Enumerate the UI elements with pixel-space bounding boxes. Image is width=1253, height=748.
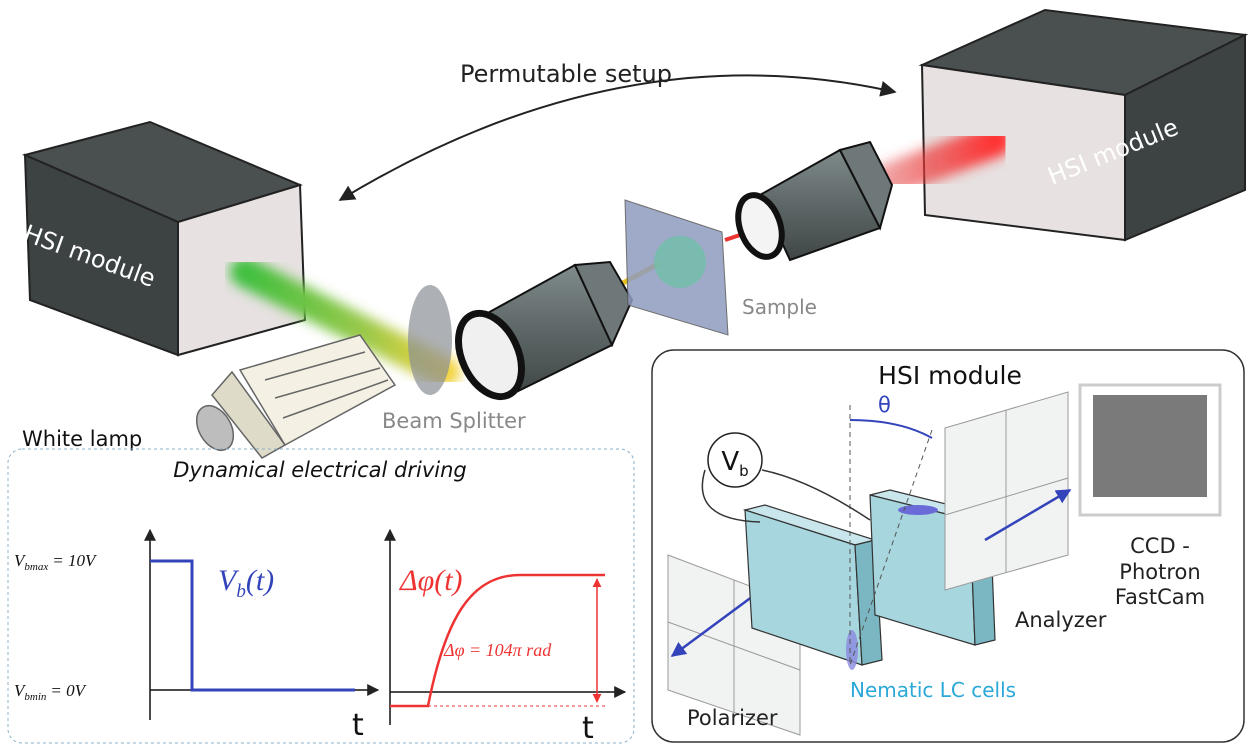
hsi-title: HSI module (878, 361, 1022, 390)
camera-label: Photron (1119, 560, 1200, 584)
text-part: V (721, 447, 739, 477)
beam-splitter (408, 285, 452, 395)
camera-label: FastCam (1115, 585, 1205, 609)
vmin-label: Vbmin= 0V (14, 681, 88, 703)
lc-label: Nematic LC cells (850, 678, 1016, 702)
analyzer-label: Analyzer (1015, 608, 1107, 632)
text-part: b (236, 581, 246, 602)
left-objective (446, 262, 632, 407)
text-part: = 0V (50, 681, 87, 700)
angle-label: θ (878, 393, 891, 417)
phase-label: Δφ(t) (399, 564, 463, 597)
driving-panel (8, 449, 634, 743)
vmax-label: Vbmax= 10V (14, 551, 98, 573)
time-label: t (582, 711, 594, 746)
sample-spot (654, 236, 706, 288)
camera-image (1093, 395, 1207, 497)
vb-label: Vb(t) (218, 564, 274, 602)
white-lamp (189, 335, 395, 458)
phase-axes (390, 530, 625, 725)
lc-molecule (846, 630, 858, 670)
beam-splitter-label: Beam Splitter (382, 409, 526, 433)
right-module (922, 10, 1245, 240)
right-objective (730, 142, 892, 263)
driving-title: Dynamical electrical driving (173, 458, 467, 482)
phase-value: Δφ = 104π rad (443, 640, 552, 660)
text-part: bmax (24, 561, 48, 573)
camera-label: CCD - (1130, 534, 1190, 558)
arrow-label: Permutable setup (460, 60, 672, 88)
text-part: bmin (24, 691, 47, 703)
sample-label: Sample (742, 295, 817, 319)
text-part: = 10V (52, 551, 98, 570)
diagram: Permutable setup HSI module HSI module B… (0, 0, 1253, 748)
polarizer-label: Polarizer (687, 706, 778, 730)
time-label: t (352, 708, 364, 743)
text-part: b (739, 462, 749, 480)
text-part: (t) (246, 564, 274, 597)
lamp-label: White lamp (22, 427, 142, 451)
